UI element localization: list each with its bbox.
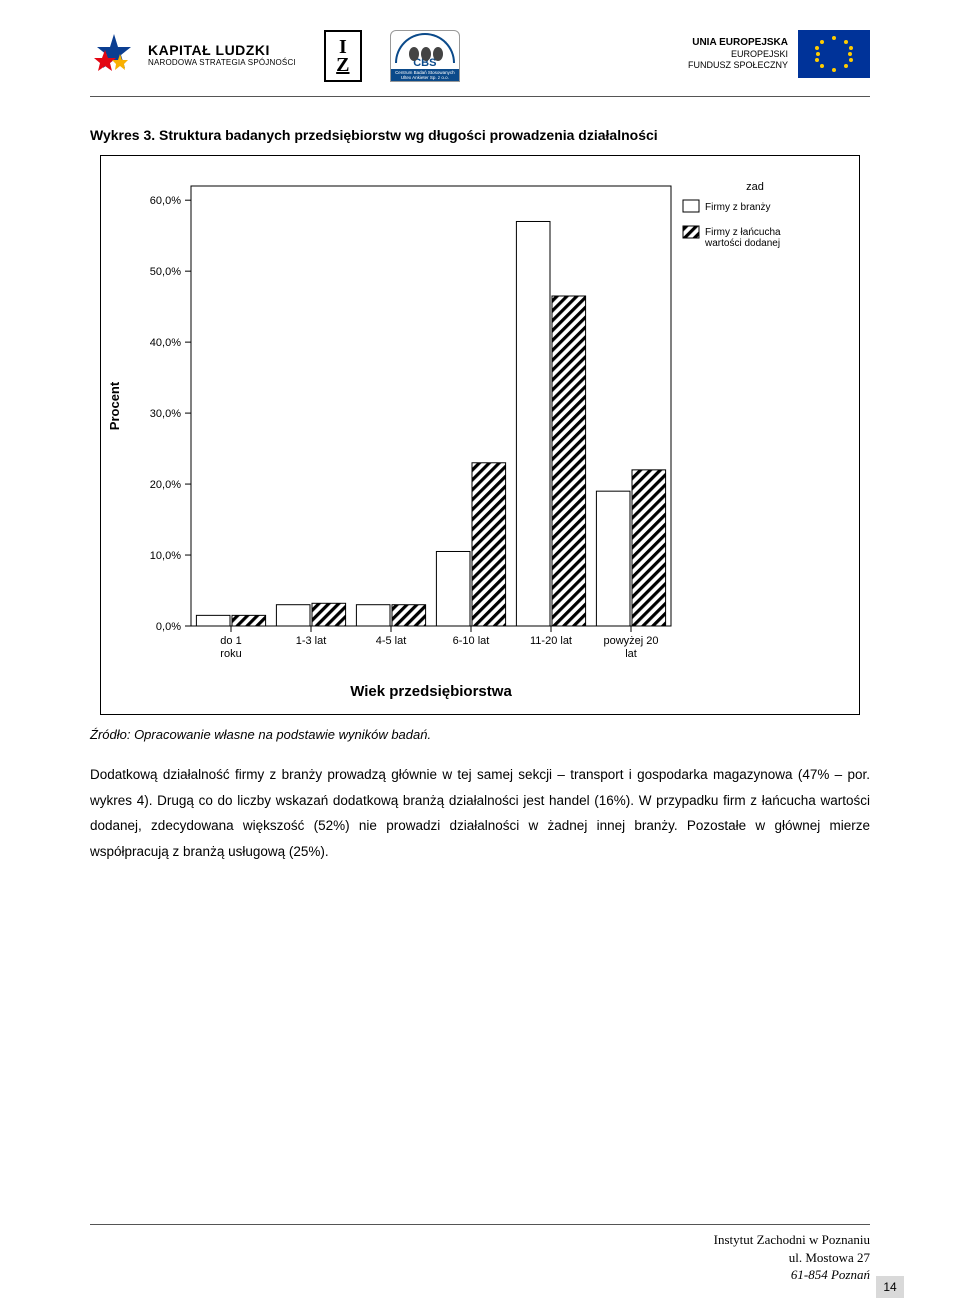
footer-city: 61-854 Poznań — [90, 1266, 870, 1284]
kapital-text: KAPITAŁ LUDZKI NARODOWA STRATEGIA SPÓJNO… — [148, 42, 296, 67]
kapital-title: KAPITAŁ LUDZKI — [148, 42, 296, 58]
svg-text:powyżej 20: powyżej 20 — [603, 635, 658, 647]
header: KAPITAŁ LUDZKI NARODOWA STRATEGIA SPÓJNO… — [90, 30, 870, 92]
logo-kapital-ludzki: KAPITAŁ LUDZKI NARODOWA STRATEGIA SPÓJNO… — [90, 30, 296, 78]
ue-flag-icon — [798, 30, 870, 78]
svg-text:4-5 lat: 4-5 lat — [376, 635, 407, 647]
svg-text:Procent: Procent — [107, 381, 122, 430]
header-divider — [90, 96, 870, 97]
svg-text:roku: roku — [220, 648, 241, 660]
footer-street: ul. Mostowa 27 — [90, 1249, 870, 1267]
svg-text:40,0%: 40,0% — [150, 337, 181, 349]
page-number: 14 — [876, 1276, 904, 1298]
svg-text:60,0%: 60,0% — [150, 195, 181, 207]
logo-iz: I Z — [324, 30, 362, 82]
ue-text: UNIA EUROPEJSKA EUROPEJSKI FUNDUSZ SPOŁE… — [688, 37, 788, 72]
svg-text:Firmy z branży: Firmy z branży — [705, 202, 771, 213]
kapital-star-icon — [90, 30, 138, 78]
svg-text:10,0%: 10,0% — [150, 550, 181, 562]
footer: Instytut Zachodni w Poznaniu ul. Mostowa… — [0, 1224, 960, 1284]
footer-institute: Instytut Zachodni w Poznaniu — [90, 1231, 870, 1249]
svg-text:wartości dodanej: wartości dodanej — [704, 238, 780, 249]
svg-text:Firmy z łańcucha: Firmy z łańcucha — [705, 227, 781, 238]
chart-title: Wykres 3. Struktura badanych przedsiębio… — [90, 127, 870, 143]
iz-letter-z: Z — [336, 56, 349, 74]
logo-ue: UNIA EUROPEJSKA EUROPEJSKI FUNDUSZ SPOŁE… — [688, 30, 870, 78]
svg-text:0,0%: 0,0% — [156, 621, 181, 633]
svg-text:lat: lat — [625, 648, 637, 660]
svg-text:50,0%: 50,0% — [150, 266, 181, 278]
svg-text:11-20 lat: 11-20 lat — [530, 635, 572, 647]
kapital-subtitle: NARODOWA STRATEGIA SPÓJNOŚCI — [148, 58, 296, 67]
logo-cbs: CBS Centrum Badań Stosowanych Ultex Anki… — [390, 30, 460, 82]
ue-line2: EUROPEJSKI — [688, 49, 788, 60]
svg-text:30,0%: 30,0% — [150, 408, 181, 420]
chart-source: Źródło: Opracowanie własne na podstawie … — [90, 727, 870, 742]
cbs-subtitle: Centrum Badań Stosowanych Ultex Ankieter… — [391, 69, 459, 81]
body-paragraph: Dodatkową działalność firmy z branży pro… — [90, 762, 870, 865]
chart: 0,0% 10,0% 20,0% 30,0% 40,0% 50,0% 60,0% Procen… — [100, 155, 860, 715]
svg-text:20,0%: 20,0% — [150, 479, 181, 491]
ue-line3: FUNDUSZ SPOŁECZNY — [688, 60, 788, 71]
footer-divider — [90, 1224, 870, 1225]
svg-text:6-10 lat: 6-10 lat — [453, 635, 490, 647]
svg-text:Wiek przedsiębiorstwa: Wiek przedsiębiorstwa — [350, 683, 512, 700]
ue-line1: UNIA EUROPEJSKA — [688, 37, 788, 50]
svg-text:1-3 lat: 1-3 lat — [296, 635, 327, 647]
svg-text:do 1: do 1 — [220, 635, 241, 647]
svg-text:zad: zad — [746, 181, 764, 193]
